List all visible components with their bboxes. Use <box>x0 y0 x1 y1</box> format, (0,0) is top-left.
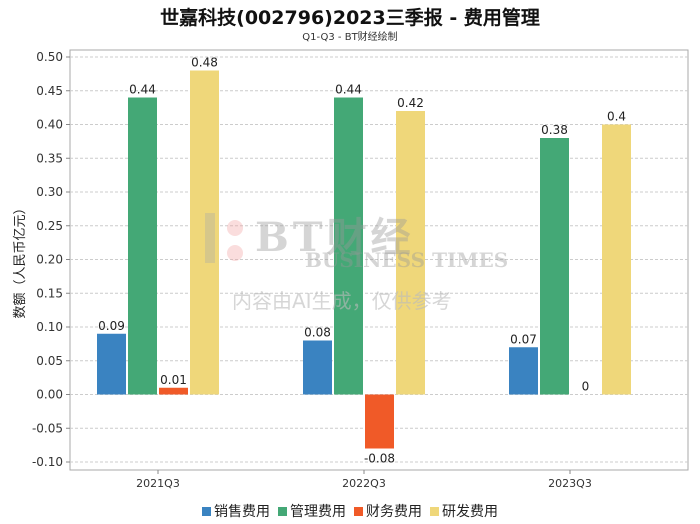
data-label: 0.48 <box>191 56 218 70</box>
legend: 销售费用 管理费用 财务费用 研发费用 <box>0 501 700 521</box>
bar <box>334 97 363 395</box>
data-label: 0.42 <box>397 96 424 110</box>
bar <box>540 138 569 395</box>
legend-item[interactable]: 销售费用 <box>202 501 270 521</box>
y-tick-label: 0.20 <box>36 253 63 267</box>
legend-swatch <box>354 506 363 516</box>
y-tick-label: 0.45 <box>36 84 63 98</box>
y-tick-label: 0.30 <box>36 185 63 199</box>
bar <box>509 347 538 395</box>
y-tick-label: 0.35 <box>36 151 63 165</box>
watermark-text: BUSINESS TIMES <box>305 248 509 272</box>
chart-title: 世嘉科技(002796)2023三季报 - 费用管理 <box>160 7 540 29</box>
bar <box>190 70 219 395</box>
legend-swatch <box>430 506 439 516</box>
y-tick-label: -0.10 <box>32 455 63 469</box>
bar <box>97 333 126 395</box>
y-tick-label: 0.40 <box>36 118 63 132</box>
bar <box>396 111 425 395</box>
data-label: 0.07 <box>510 332 537 346</box>
legend-swatch <box>278 506 287 516</box>
y-tick-label: 0.00 <box>36 388 63 402</box>
data-label: 0.44 <box>129 83 156 97</box>
data-label: -0.08 <box>364 452 395 466</box>
y-tick-label: -0.05 <box>32 421 63 435</box>
bar <box>602 124 631 395</box>
watermark-text: 内容由AI生成，仅供参考 <box>232 289 452 313</box>
legend-item[interactable]: 管理费用 <box>278 501 346 521</box>
x-tick-label: 2021Q3 <box>136 477 180 490</box>
data-label: 0.38 <box>541 123 568 137</box>
y-tick-label: 0.15 <box>36 286 63 300</box>
y-tick-label: 0.10 <box>36 320 63 334</box>
bar <box>303 340 332 395</box>
y-tick-label: 0.25 <box>36 219 63 233</box>
watermark-text: BT财经 <box>255 214 415 261</box>
bar <box>159 387 188 395</box>
data-label: 0.44 <box>335 83 362 97</box>
x-tick-label: 2022Q3 <box>342 477 386 490</box>
x-tick-label: 2023Q3 <box>548 477 592 490</box>
bar <box>128 97 157 395</box>
y-tick-label: 0.50 <box>36 50 63 64</box>
legend-swatch <box>202 506 211 516</box>
data-label: 0.01 <box>160 373 187 387</box>
data-label: 0.4 <box>607 110 626 124</box>
y-axis-label: 数额（人民币亿元） <box>13 201 28 318</box>
bar <box>365 394 394 449</box>
legend-item[interactable]: 研发费用 <box>430 501 498 521</box>
data-label: 0.08 <box>304 326 331 340</box>
legend-label: 研发费用 <box>442 504 498 520</box>
y-tick-label: 0.05 <box>36 354 63 368</box>
data-label: 0.09 <box>98 319 125 333</box>
legend-label: 管理费用 <box>290 504 346 520</box>
legend-label: 财务费用 <box>366 504 422 520</box>
chart-subtitle: Q1-Q3 - BT财经绘制 <box>302 32 398 43</box>
legend-label: 销售费用 <box>214 504 270 520</box>
legend-item[interactable]: 财务费用 <box>354 501 422 521</box>
data-label: 0 <box>582 380 590 394</box>
